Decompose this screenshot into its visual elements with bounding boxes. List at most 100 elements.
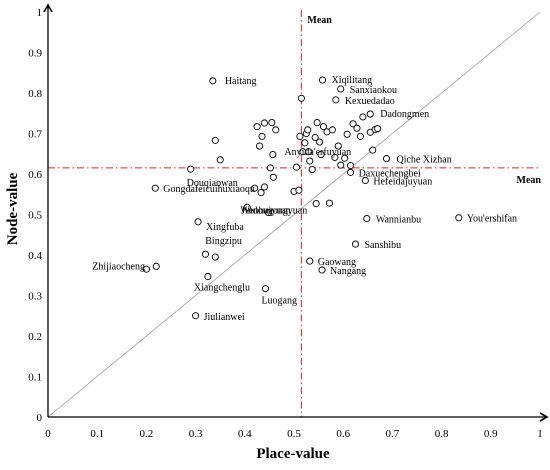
x-tick-label: 0.7 xyxy=(386,428,400,440)
data-point xyxy=(301,139,309,147)
data-point xyxy=(142,265,150,273)
x-tick-label: 0.4 xyxy=(238,428,252,440)
data-point xyxy=(269,151,277,159)
data-point xyxy=(351,240,360,248)
data-point xyxy=(363,214,371,223)
data-point xyxy=(152,262,160,270)
data-point xyxy=(257,189,265,197)
point-label: Kexuedadao xyxy=(345,96,395,107)
data-point xyxy=(313,119,321,127)
data-point xyxy=(216,156,224,164)
data-point xyxy=(264,208,272,217)
y-tick-label: 0.9 xyxy=(28,48,42,60)
point-label: You'ershifan xyxy=(467,214,517,225)
data-point xyxy=(361,176,369,185)
y-tick-label: 1 xyxy=(37,7,43,19)
y-tick-label: 0.1 xyxy=(28,372,42,384)
data-point xyxy=(312,200,320,208)
x-tick-label: 0.8 xyxy=(435,428,449,440)
data-point xyxy=(187,165,195,173)
y-tick-label: 0.3 xyxy=(28,291,42,303)
point-label: Xiangchenglu xyxy=(194,282,250,293)
reference-lines xyxy=(47,10,541,418)
data-point xyxy=(347,161,355,170)
data-point xyxy=(311,133,319,142)
point-label: Douqiaowan xyxy=(187,178,238,189)
point-label: Daxuechengbei xyxy=(359,168,421,179)
data-point xyxy=(209,77,217,85)
point-label: Hefeidajuyuan xyxy=(373,176,432,187)
data-point xyxy=(347,168,355,176)
diagonal-reference-line xyxy=(47,11,541,418)
data-point xyxy=(374,125,382,133)
data-point xyxy=(204,272,212,281)
data-point xyxy=(332,96,340,104)
x-tick-label: 0.2 xyxy=(140,428,154,440)
data-point xyxy=(382,155,391,163)
y-axis-title: Node-value xyxy=(5,172,21,245)
data-point xyxy=(256,142,264,150)
point-label: Dadongmen xyxy=(380,109,429,120)
data-point xyxy=(295,186,303,194)
data-point xyxy=(318,76,327,84)
data-point xyxy=(266,164,274,172)
y-tick-label: 0.4 xyxy=(28,250,42,262)
data-point xyxy=(325,199,333,207)
data-point xyxy=(356,132,364,140)
y-tick-label: 0 xyxy=(37,412,43,424)
data-point xyxy=(297,94,305,102)
data-point xyxy=(331,153,339,161)
data-point xyxy=(349,120,357,128)
data-point xyxy=(258,132,266,140)
axes xyxy=(43,3,549,422)
data-point xyxy=(337,161,345,169)
data-points xyxy=(142,76,463,320)
data-point xyxy=(201,250,209,258)
point-label: Sanshibu xyxy=(365,240,402,251)
data-point xyxy=(243,203,251,211)
data-point xyxy=(192,312,200,320)
x-tick-label: 0.5 xyxy=(287,428,301,440)
point-label: Wannianbu xyxy=(376,215,421,226)
x-tick-label: 0.3 xyxy=(189,428,203,440)
point-label: Zhijiaocheng xyxy=(92,261,145,272)
data-point xyxy=(455,214,463,222)
x-tick-label: 0.6 xyxy=(336,428,350,440)
point-label: Haitang xyxy=(225,76,257,87)
data-point xyxy=(151,184,159,192)
data-point xyxy=(260,183,269,191)
data-point xyxy=(211,253,219,261)
point-label: Jiulianwei xyxy=(204,312,245,323)
data-point xyxy=(304,126,312,134)
data-point xyxy=(253,123,261,131)
data-point xyxy=(306,257,314,265)
point-label: Sanxiaokou xyxy=(350,85,397,96)
x-axis-title: Place-value xyxy=(256,446,330,462)
y-tick-label: 0.8 xyxy=(28,88,42,100)
data-point xyxy=(305,148,313,156)
data-point xyxy=(194,218,202,226)
data-point xyxy=(341,154,349,162)
point-label: Nangang xyxy=(330,266,366,277)
point-label: Qiche Xizhan xyxy=(396,155,451,166)
data-point xyxy=(366,110,374,118)
data-point xyxy=(251,184,259,192)
point-label: Bingzipu xyxy=(205,236,242,247)
point-label: Gongdafeicuihuxiaoqu xyxy=(163,184,255,195)
point-label: Gaowang xyxy=(318,257,356,268)
y-tick-label: 0.7 xyxy=(28,129,42,141)
tick-labels: 0 0.1 0.2 0.3 0.4 0.5 0.6 0.7 0.8 0.9 1 0 0.1 0.2 0.3 0… xyxy=(28,7,543,440)
data-point xyxy=(369,146,377,154)
data-point xyxy=(261,285,270,293)
point-label: Xiqilitang xyxy=(332,75,373,86)
data-point xyxy=(316,138,324,146)
data-point xyxy=(359,113,367,121)
point-labels: Mean Mean Haitang XiqilitangSanxiaokouKexue… xyxy=(92,15,541,323)
data-point xyxy=(292,163,301,171)
point-label: Xingfuba xyxy=(206,222,244,233)
mean-x-label: Mean xyxy=(307,15,332,26)
data-point xyxy=(343,130,351,138)
data-point xyxy=(319,123,328,131)
